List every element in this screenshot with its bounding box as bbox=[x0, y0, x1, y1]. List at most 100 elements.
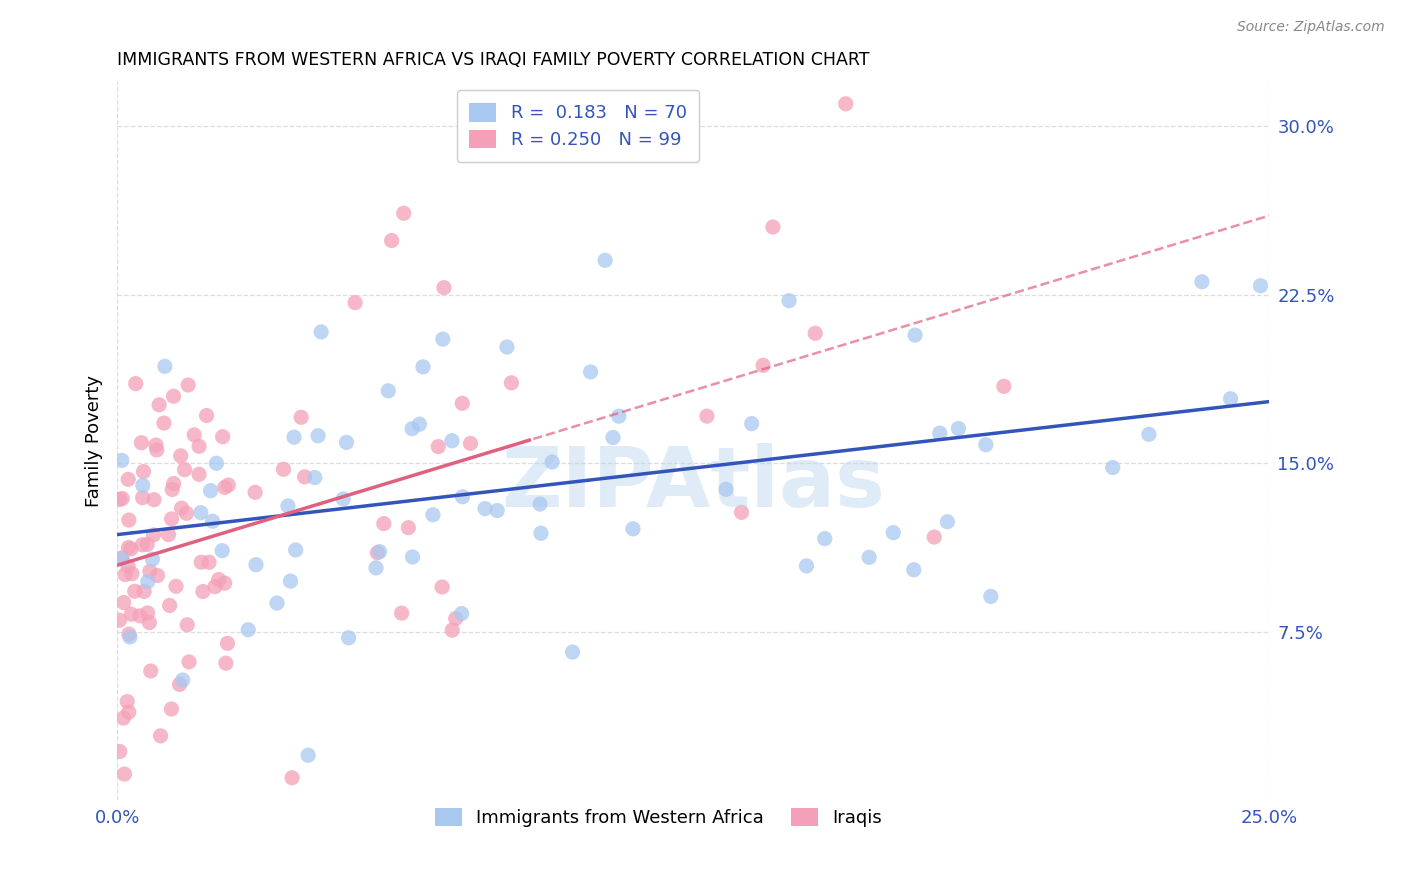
Point bbox=[118, 513, 141, 527]
Text: Source: ZipAtlas.com: Source: ZipAtlas.com bbox=[1237, 20, 1385, 34]
Point bbox=[335, 435, 357, 450]
Point bbox=[191, 584, 214, 599]
Point bbox=[149, 729, 172, 743]
Point bbox=[444, 611, 467, 625]
Point bbox=[114, 767, 136, 781]
Point bbox=[205, 456, 228, 470]
Point bbox=[111, 491, 134, 506]
Point bbox=[204, 580, 226, 594]
Point bbox=[160, 702, 183, 716]
Point bbox=[814, 532, 837, 546]
Point bbox=[183, 428, 205, 442]
Point bbox=[284, 543, 307, 558]
Point bbox=[136, 574, 159, 589]
Point bbox=[117, 541, 139, 555]
Point bbox=[148, 398, 170, 412]
Point bbox=[396, 521, 419, 535]
Point bbox=[132, 478, 155, 492]
Point bbox=[108, 492, 131, 507]
Point bbox=[621, 522, 644, 536]
Point bbox=[530, 526, 553, 541]
Point bbox=[117, 558, 139, 573]
Point bbox=[170, 449, 193, 463]
Point bbox=[245, 558, 267, 572]
Point bbox=[121, 566, 143, 581]
Text: ZIPAtlas: ZIPAtlas bbox=[501, 443, 884, 524]
Point bbox=[142, 528, 165, 542]
Point bbox=[120, 541, 142, 556]
Point bbox=[974, 438, 997, 452]
Point bbox=[145, 438, 167, 452]
Point bbox=[541, 455, 564, 469]
Point bbox=[858, 550, 880, 565]
Point bbox=[238, 623, 260, 637]
Point bbox=[159, 599, 181, 613]
Point bbox=[381, 234, 404, 248]
Point bbox=[752, 359, 775, 373]
Point bbox=[211, 430, 233, 444]
Point bbox=[922, 530, 945, 544]
Point bbox=[368, 544, 391, 558]
Point bbox=[741, 417, 763, 431]
Point bbox=[118, 705, 141, 719]
Point bbox=[290, 410, 312, 425]
Point bbox=[214, 480, 236, 494]
Point bbox=[579, 365, 602, 379]
Point bbox=[153, 359, 176, 374]
Point bbox=[131, 491, 153, 505]
Point bbox=[138, 615, 160, 630]
Point bbox=[131, 435, 153, 450]
Point bbox=[412, 359, 434, 374]
Point bbox=[762, 220, 785, 235]
Point bbox=[198, 555, 221, 569]
Point bbox=[451, 490, 474, 504]
Legend: Immigrants from Western Africa, Iraqis: Immigrants from Western Africa, Iraqis bbox=[427, 800, 890, 834]
Point bbox=[1191, 275, 1213, 289]
Point bbox=[392, 206, 415, 220]
Point bbox=[188, 439, 211, 453]
Point bbox=[294, 470, 316, 484]
Point bbox=[131, 538, 153, 552]
Point bbox=[129, 608, 152, 623]
Point bbox=[607, 409, 630, 424]
Point bbox=[134, 584, 156, 599]
Point bbox=[111, 453, 134, 467]
Point bbox=[217, 636, 239, 650]
Point bbox=[188, 467, 211, 482]
Point bbox=[401, 549, 423, 564]
Point bbox=[373, 516, 395, 531]
Point bbox=[118, 627, 141, 641]
Point bbox=[696, 409, 718, 424]
Point bbox=[529, 497, 551, 511]
Point bbox=[391, 606, 413, 620]
Point bbox=[561, 645, 583, 659]
Point bbox=[118, 630, 141, 644]
Point bbox=[176, 506, 198, 520]
Point bbox=[730, 505, 752, 519]
Point bbox=[427, 440, 450, 454]
Point bbox=[904, 328, 927, 343]
Point bbox=[176, 617, 198, 632]
Point bbox=[307, 428, 329, 442]
Point bbox=[882, 525, 904, 540]
Point bbox=[125, 376, 148, 391]
Point bbox=[146, 568, 169, 582]
Point bbox=[266, 596, 288, 610]
Point bbox=[211, 543, 233, 558]
Point bbox=[145, 442, 167, 457]
Point bbox=[143, 492, 166, 507]
Point bbox=[903, 563, 925, 577]
Point bbox=[177, 655, 200, 669]
Point bbox=[243, 485, 266, 500]
Point bbox=[501, 376, 523, 390]
Point bbox=[214, 576, 236, 591]
Point bbox=[153, 416, 176, 430]
Point bbox=[165, 579, 187, 593]
Point bbox=[162, 389, 184, 403]
Point bbox=[377, 384, 399, 398]
Point bbox=[273, 462, 295, 476]
Point bbox=[177, 378, 200, 392]
Point bbox=[441, 623, 464, 637]
Point bbox=[160, 512, 183, 526]
Point bbox=[112, 711, 135, 725]
